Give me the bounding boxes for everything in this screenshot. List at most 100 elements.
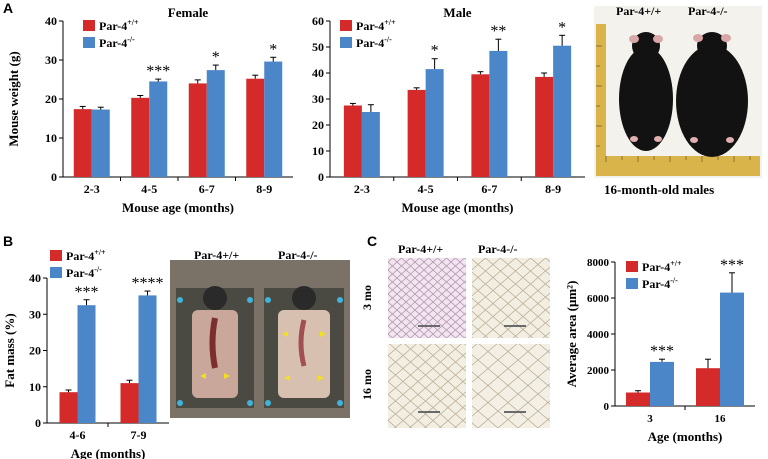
- bar: [91, 109, 110, 177]
- x-tick-label: 4-5: [418, 182, 434, 196]
- mice-photo: Par-4+/+ Par-4-/-: [594, 4, 762, 178]
- y-tick-label: 40: [29, 271, 41, 285]
- photo-a-label-wt: Par-4+/+: [616, 4, 662, 18]
- legend-ko-label: Par-4-/-: [66, 265, 102, 280]
- histology-images: [388, 258, 550, 428]
- y-tick-label: 0: [51, 170, 57, 184]
- bar: [553, 45, 572, 178]
- x-tick-label: 4-6: [70, 428, 86, 442]
- x-tick-label: 8-9: [545, 182, 561, 196]
- histology-3mo-wt: [388, 258, 466, 338]
- dissection-photo: Par-4+/+ Par-4-/-: [170, 248, 350, 418]
- histology-panel: Par-4+/+ Par-4-/- 3 mo 16 mo: [360, 240, 554, 440]
- y-tick-label: 20: [45, 92, 57, 106]
- x-axis-label: Mouse age (months): [122, 200, 234, 215]
- legend-ko-swatch: [83, 37, 95, 48]
- histology-label-wt: Par-4+/+: [398, 242, 444, 256]
- bar: [407, 89, 426, 177]
- legend-wt-swatch: [626, 261, 638, 272]
- significance-marker: *: [212, 49, 220, 66]
- y-tick-label: 20: [312, 118, 324, 132]
- bar: [343, 105, 362, 177]
- bar: [720, 292, 744, 406]
- bar: [149, 81, 168, 177]
- x-tick-label: 4-5: [141, 182, 157, 196]
- y-tick-label: 40: [45, 14, 57, 28]
- legend-wt-swatch: [50, 250, 62, 261]
- bar: [425, 69, 444, 177]
- panel-label-b: B: [3, 233, 14, 249]
- panel-label-a: A: [3, 0, 14, 16]
- x-tick-label: 6-7: [199, 182, 215, 196]
- y-tick-label: 0: [318, 170, 324, 184]
- significance-marker: **: [490, 23, 506, 40]
- bar: [361, 112, 380, 177]
- bar: [650, 361, 674, 406]
- bar: [73, 109, 92, 177]
- legend-ko-swatch: [50, 267, 62, 278]
- x-tick-label: 3: [647, 413, 653, 425]
- legend-wt-label: Par-4+/+: [66, 248, 106, 263]
- histology-row2-label: 16 mo: [360, 369, 374, 400]
- significance-marker: *: [269, 41, 277, 58]
- bar: [120, 383, 139, 423]
- y-tick-label: 10: [29, 380, 41, 394]
- bar: [626, 392, 650, 406]
- legend-wt-swatch: [83, 20, 95, 31]
- significance-marker: *: [558, 19, 566, 36]
- significance-marker: *: [431, 43, 439, 60]
- y-axis-label: Fat mass (%): [2, 313, 17, 387]
- bar: [489, 50, 508, 177]
- significance-marker: ****: [132, 275, 164, 292]
- bar: [77, 305, 96, 423]
- legend-wt-swatch: [340, 20, 352, 31]
- legend-wt-label: Par-4+/+: [356, 18, 396, 33]
- y-tick-label: 8000: [587, 257, 610, 269]
- x-tick-label: 16: [715, 413, 727, 425]
- y-tick-label: 30: [312, 92, 324, 106]
- x-axis-label: Mouse age (months): [402, 200, 514, 215]
- mouse-wt: [619, 47, 673, 151]
- legend-wt-label: Par-4+/+: [642, 259, 682, 274]
- bar: [696, 368, 720, 406]
- legend-ko-label: Par-4-/-: [356, 35, 392, 50]
- x-tick-label: 2-3: [354, 182, 370, 196]
- mouse-ko: [676, 45, 748, 157]
- histology-16mo-ko: [472, 344, 550, 428]
- significance-marker: ***: [146, 63, 170, 80]
- bar: [471, 74, 490, 177]
- x-tick-label: 7-9: [131, 428, 147, 442]
- bar: [246, 78, 265, 177]
- chart-title: Female: [168, 5, 209, 20]
- y-tick-label: 30: [29, 307, 41, 321]
- y-tick-label: 20: [29, 344, 41, 358]
- y-tick-label: 60: [312, 14, 324, 28]
- legend-ko-swatch: [626, 278, 638, 289]
- female-weight-chart: 0 10 20 30 40 2-3 4-5 *** 6-7 * 8-9 * Female Mouse ag…: [6, 5, 293, 215]
- y-tick-label: 40: [312, 66, 324, 80]
- y-tick-label: 50: [312, 40, 324, 54]
- x-axis-label: Age (months): [71, 446, 146, 459]
- x-tick-label: 2-3: [84, 182, 100, 196]
- legend-wt-label: Par-4+/+: [99, 18, 139, 33]
- dissection-photo-graphic: [170, 260, 350, 418]
- x-tick-label: 8-9: [256, 182, 272, 196]
- bar: [206, 70, 225, 177]
- histology-3mo-ko: [472, 258, 550, 338]
- adipocyte-area-chart: 0 2000 4000 6000 8000 3 *** 16 *** Age (months) Av…: [564, 257, 755, 444]
- photo-b-label-ko: Par-4-/-: [278, 248, 318, 262]
- histology-label-ko: Par-4-/-: [478, 242, 518, 256]
- legend-ko-label: Par-4-/-: [642, 276, 678, 291]
- mice-photo-graphic: [594, 6, 762, 178]
- y-tick-label: 0: [35, 416, 41, 430]
- bar: [264, 61, 283, 178]
- significance-marker: ***: [650, 343, 674, 360]
- y-tick-label: 10: [312, 144, 324, 158]
- bar: [131, 97, 150, 177]
- ruler-vertical: [596, 24, 606, 176]
- y-tick-label: 4000: [587, 329, 610, 341]
- fat-mass-chart: 0 10 20 30 40 4-6 *** 7-9 **** Age (months) Fat ma…: [2, 248, 169, 459]
- panel-label-c: C: [367, 233, 378, 249]
- x-tick-label: 6-7: [481, 182, 497, 196]
